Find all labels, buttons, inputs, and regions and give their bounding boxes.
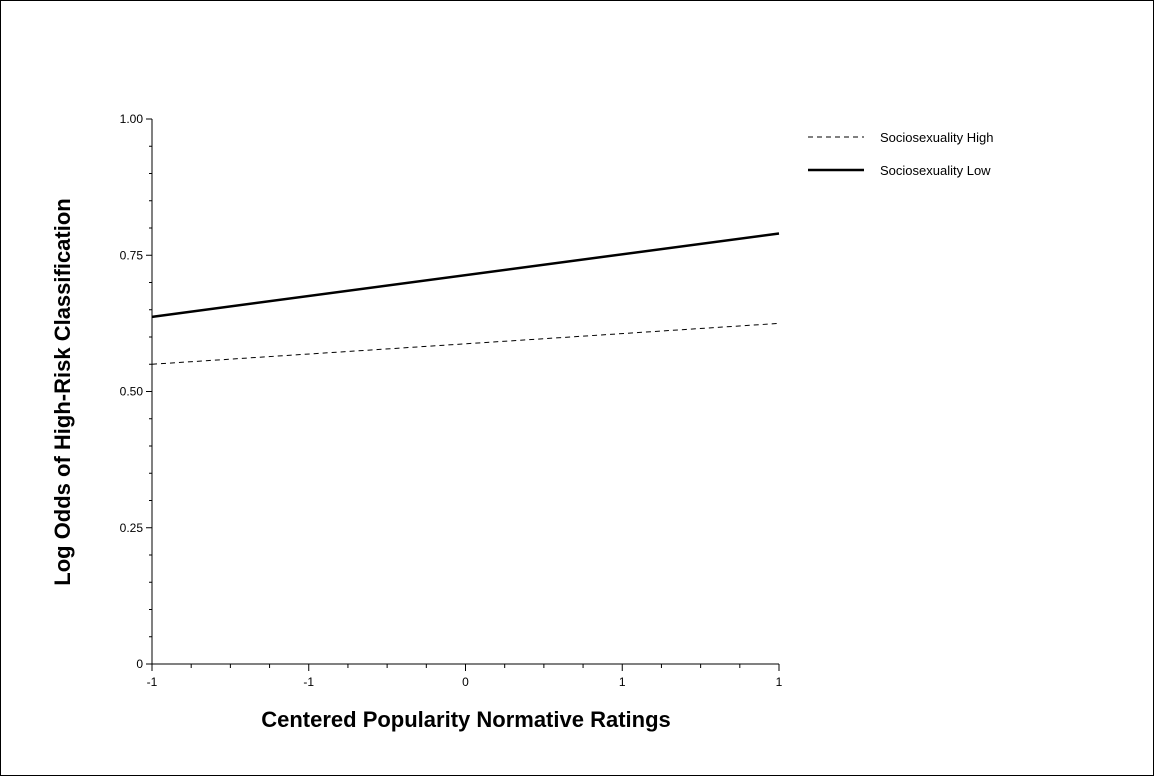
series-line-sociosexuality-low bbox=[151, 232, 780, 319]
y-tick-label: 0.50 bbox=[120, 385, 144, 399]
x-tick-label: 1 bbox=[619, 675, 626, 689]
legend: Sociosexuality High Sociosexuality Low bbox=[808, 130, 993, 178]
legend-label: Sociosexuality High bbox=[880, 130, 993, 145]
x-tick-label: 0 bbox=[462, 675, 469, 689]
x-tick-label: -1 bbox=[147, 675, 158, 689]
x-tick-label: -1 bbox=[303, 675, 314, 689]
y-tick-label: 0.75 bbox=[120, 248, 144, 262]
legend-label: Sociosexuality Low bbox=[880, 163, 991, 178]
x-axis-title: Centered Popularity Normative Ratings bbox=[261, 707, 671, 732]
ticks: 0 0.25 0.50 0.75 1.00 -1 -1 0 1 1 bbox=[120, 112, 783, 689]
y-tick-label: 1.00 bbox=[120, 112, 144, 126]
y-tick-label: 0.25 bbox=[120, 521, 144, 535]
series-lines bbox=[151, 232, 780, 365]
series-line-sociosexuality-high bbox=[151, 322, 780, 365]
axes bbox=[151, 119, 779, 665]
y-axis-title: Log Odds of High-Risk Classification bbox=[50, 198, 75, 585]
x-tick-label: 1 bbox=[776, 675, 783, 689]
y-tick-label: 0 bbox=[136, 657, 143, 671]
